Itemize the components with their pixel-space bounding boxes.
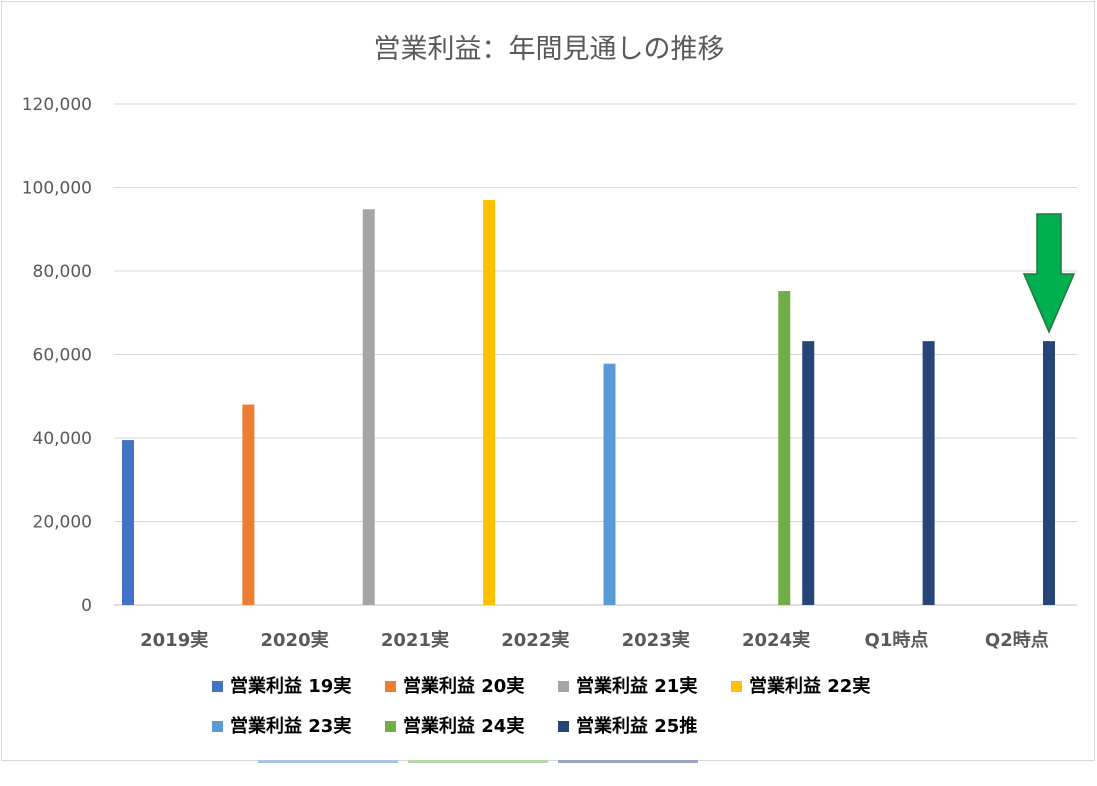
legend-swatch <box>558 681 569 692</box>
y-tick-label: 120,000 <box>22 95 92 115</box>
legend-entry: 営業利益 22実 <box>749 675 870 697</box>
y-tick-label: 0 <box>81 596 92 616</box>
legend-entry: 営業利益 19実 <box>230 675 351 697</box>
bar <box>483 200 496 605</box>
bar <box>242 404 255 605</box>
legend-entry: 営業利益 21実 <box>576 675 697 697</box>
legend-entry: 営業利益 24実 <box>403 715 524 737</box>
legend-swatch <box>731 681 742 692</box>
bar <box>922 341 935 605</box>
legend-swatch <box>212 681 223 692</box>
chart-svg: 営業利益：年間見通しの推移 0 20,000 40,000 60,000 80,000 10… <box>22 34 1077 737</box>
chart-title: 営業利益：年間見通しの推移 <box>374 34 725 65</box>
x-tick-label: 2020実 <box>261 629 329 651</box>
x-tick-label: 2023実 <box>622 629 690 651</box>
x-tick-label: Q1時点 <box>865 629 929 651</box>
legend-entry: 営業利益 23実 <box>230 715 351 737</box>
bar <box>362 209 375 605</box>
legend-swatch <box>212 721 223 732</box>
x-tick-label: 2019実 <box>140 629 208 651</box>
bar <box>802 341 815 605</box>
chart-frame: 営業利益：年間見通しの推移 0 20,000 40,000 60,000 80,000 10… <box>1 1 1095 761</box>
bar <box>603 363 616 605</box>
y-tick-label: 20,000 <box>33 513 92 533</box>
y-tick-label: 100,000 <box>22 179 92 199</box>
legend-entry: 営業利益 25推 <box>576 715 697 737</box>
bar <box>1043 341 1055 605</box>
legend-entry: 営業利益 20実 <box>403 675 524 697</box>
bar <box>122 440 134 605</box>
y-tick-label: 60,000 <box>33 346 92 366</box>
y-tick-label: 80,000 <box>33 262 92 282</box>
x-tick-label: 2024実 <box>742 629 810 651</box>
x-tick-label: Q2時点 <box>985 629 1049 651</box>
legend-swatch <box>558 721 569 732</box>
clipped-legend-remnant <box>0 760 1097 786</box>
legend-swatch <box>385 681 396 692</box>
legend-swatch <box>385 721 396 732</box>
x-tick-label: 2022実 <box>501 629 569 651</box>
x-tick-label: 2021実 <box>381 629 449 651</box>
bar <box>778 291 791 605</box>
y-tick-label: 40,000 <box>33 429 92 449</box>
annotation-arrow <box>1022 213 1076 334</box>
